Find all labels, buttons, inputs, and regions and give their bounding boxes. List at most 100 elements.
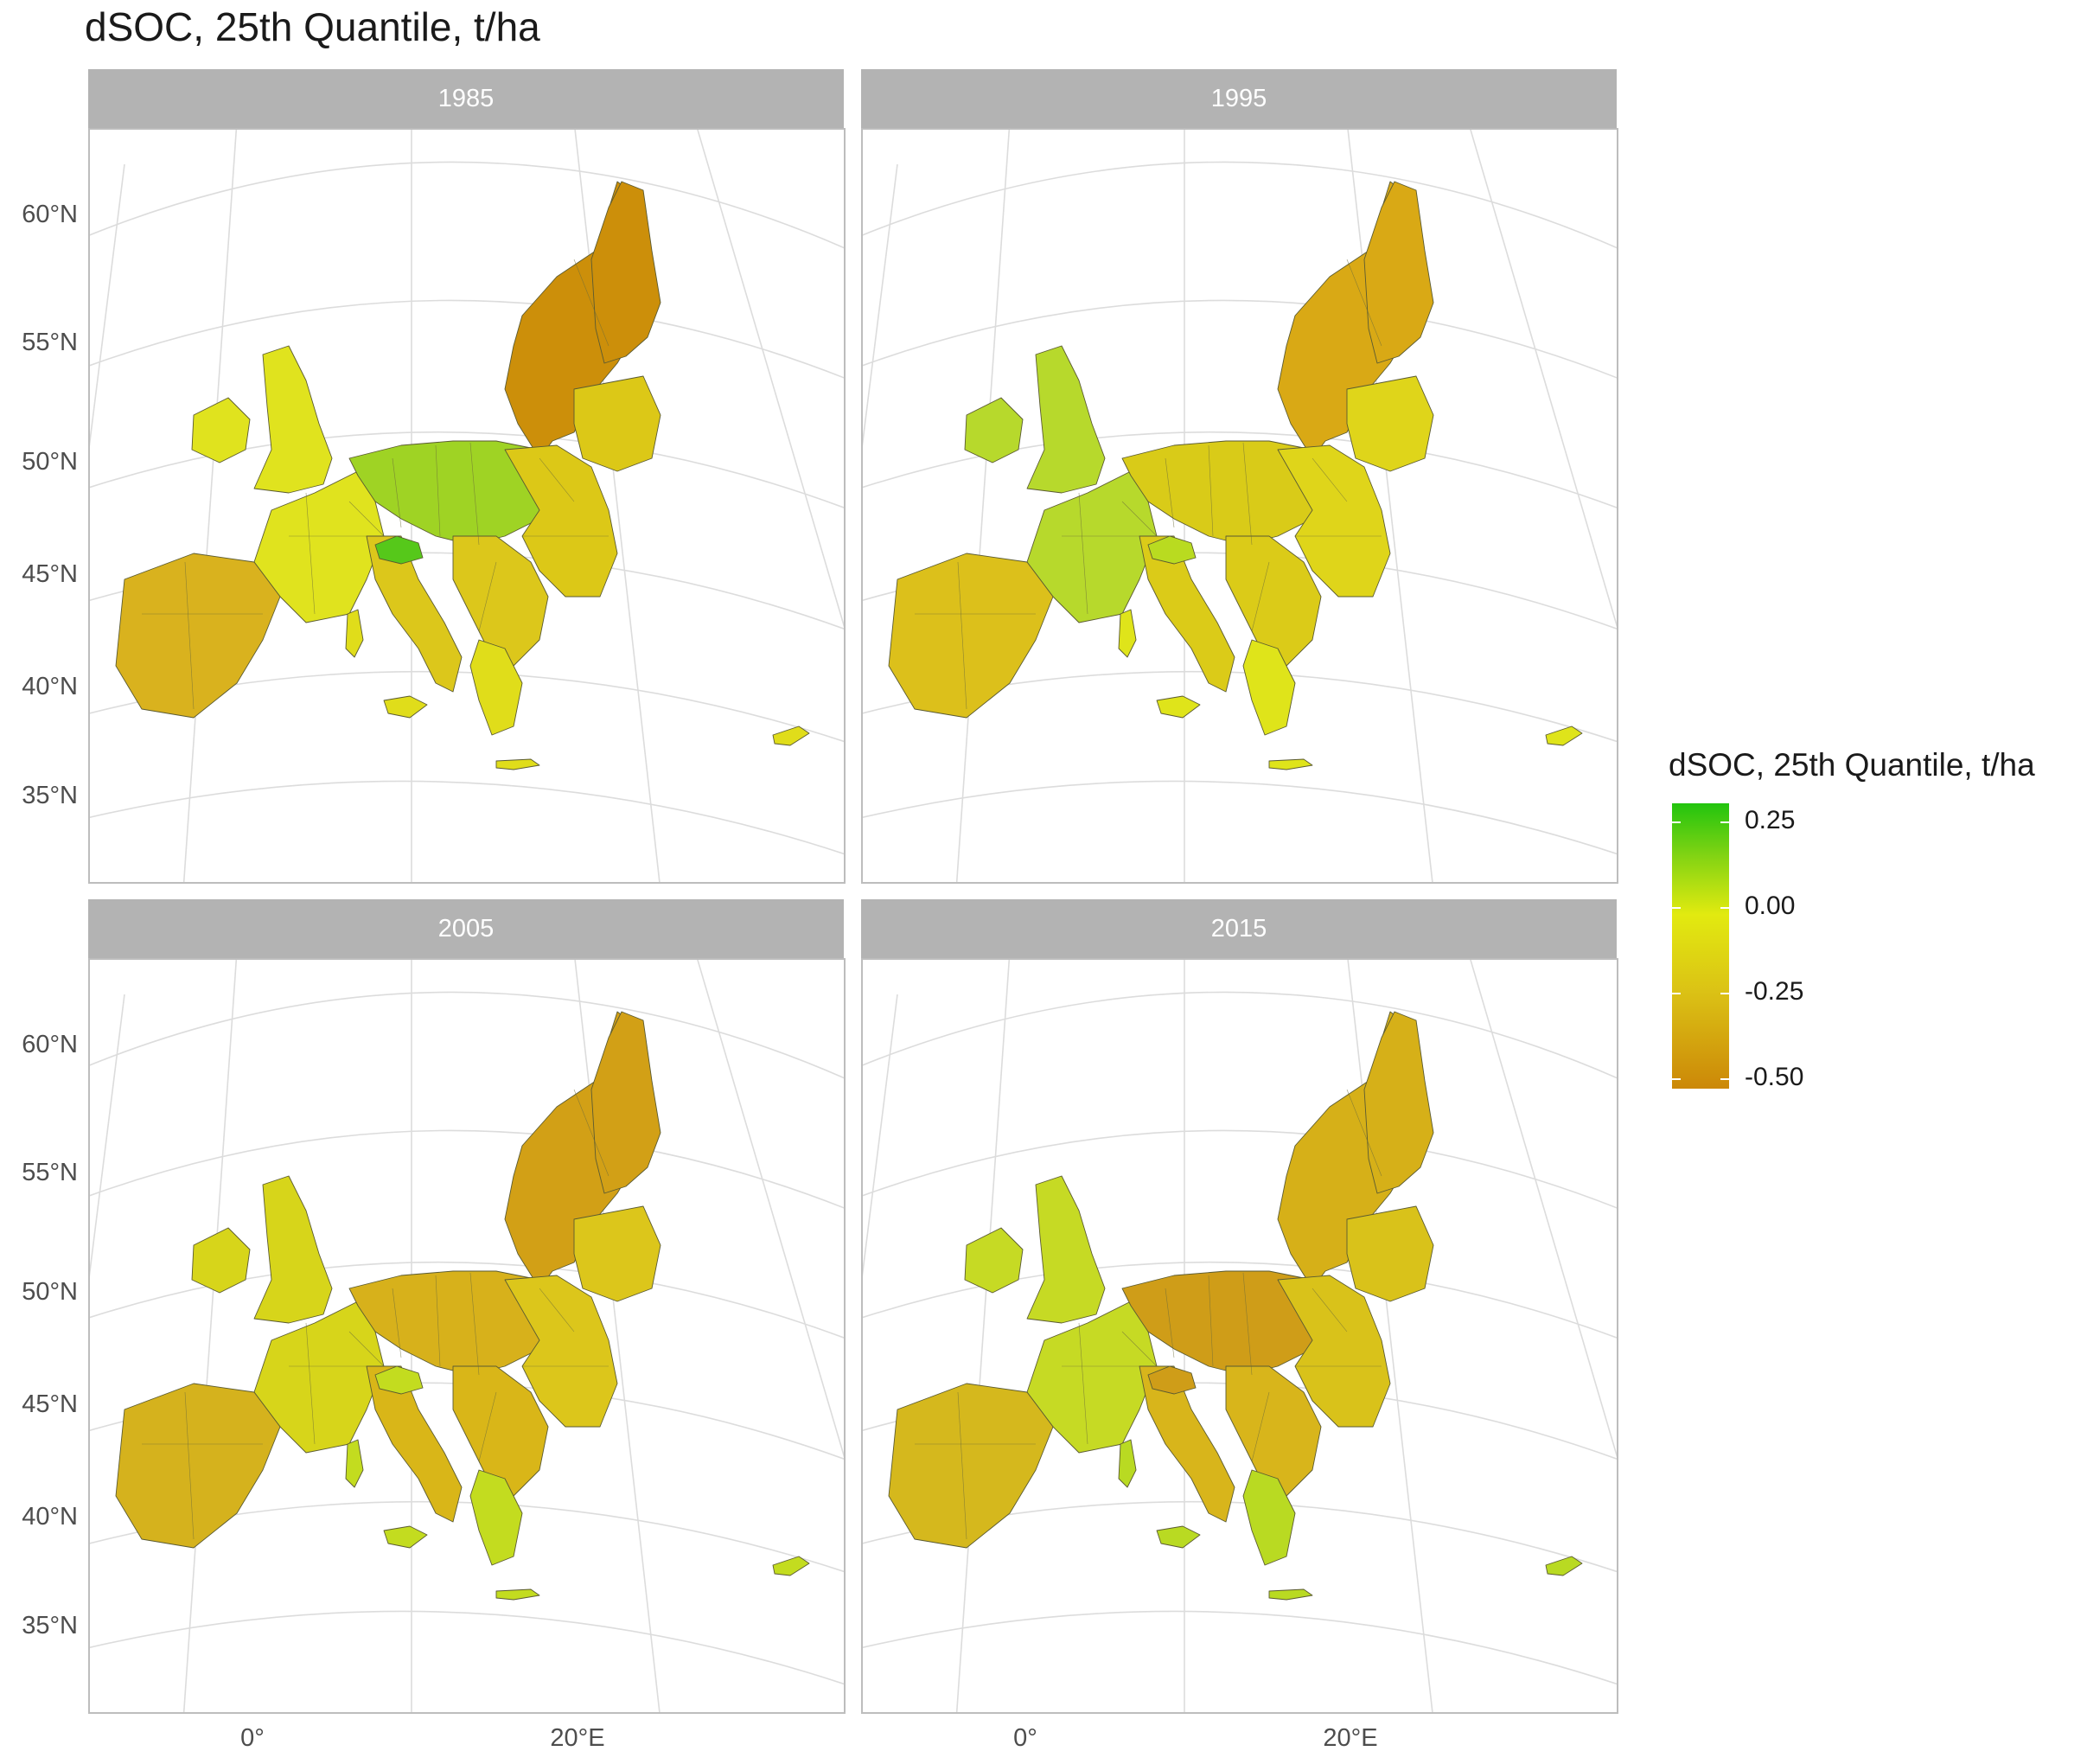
britain-region xyxy=(253,1175,333,1324)
graticule-line xyxy=(955,960,1011,1712)
alpine-hotspot-region xyxy=(1147,1365,1197,1395)
region-polygons xyxy=(888,181,1583,770)
finland-region xyxy=(1363,181,1434,364)
graticule-line xyxy=(90,1129,844,1209)
sardinia-island xyxy=(1118,1439,1137,1488)
region-boundary xyxy=(1242,1272,1253,1376)
graticule-line xyxy=(697,130,844,628)
legend-label-minus-0-25: -0.25 xyxy=(1745,977,1804,1006)
cyprus-island xyxy=(772,725,810,746)
legend-title: dSOC, 25th Quantile, t/ha xyxy=(1669,747,2035,783)
balkans-region xyxy=(452,535,549,667)
x-tick-0-left: 0° xyxy=(240,1724,265,1752)
y-tick-50n-bottom: 50°N xyxy=(22,1278,78,1306)
graticule-line xyxy=(863,1610,1617,1685)
region-boundary xyxy=(305,1322,316,1445)
graticule-line xyxy=(1470,960,1617,1458)
legend-label-0-00: 0.00 xyxy=(1745,892,1796,920)
map-area-1985 xyxy=(88,128,846,884)
region-boundary xyxy=(539,457,575,502)
alpine-hotspot-region xyxy=(374,1365,424,1395)
region-boundary xyxy=(435,444,441,537)
greece-region xyxy=(469,639,523,736)
iberia-region xyxy=(888,1383,1054,1549)
legend-colorbar xyxy=(1672,803,1729,1089)
region-boundary xyxy=(1242,442,1253,546)
greece-region xyxy=(469,1469,523,1566)
baltic-region xyxy=(573,1205,661,1302)
finland-region xyxy=(1363,1011,1434,1194)
legend-tick-left-3 xyxy=(1672,993,1681,994)
graticule-line xyxy=(90,163,125,447)
italy-region xyxy=(366,535,463,693)
region-boundary xyxy=(1121,501,1158,537)
region-boundary xyxy=(539,1288,575,1333)
graticule-line xyxy=(955,130,1011,882)
region-polygons xyxy=(888,1011,1583,1601)
panel-2015: 2015 xyxy=(861,899,1618,1728)
region-boundary xyxy=(1165,1288,1175,1358)
italy-region xyxy=(1139,1365,1235,1523)
region-polygons xyxy=(115,1011,810,1601)
facet-strip-1985: 1985 xyxy=(88,69,844,128)
france-benelux-region xyxy=(253,470,385,623)
sicily-island xyxy=(1156,695,1201,719)
graticule-line xyxy=(863,161,1617,249)
region-boundaries xyxy=(142,259,610,710)
graticule-line xyxy=(863,1261,1617,1339)
y-tick-50n-top: 50°N xyxy=(22,448,78,476)
graticule-line xyxy=(90,161,844,249)
map-area-2015 xyxy=(861,958,1618,1714)
crete-island xyxy=(1268,1588,1313,1601)
graticule-line xyxy=(863,1129,1617,1209)
graticule-line xyxy=(90,994,125,1277)
alpine-hotspot-region xyxy=(374,535,424,565)
facet-strip-1995: 1995 xyxy=(861,69,1617,128)
facet-strip-2015: 2015 xyxy=(861,899,1617,958)
y-tick-55n-top: 55°N xyxy=(22,329,78,356)
east-europe-region xyxy=(1277,1275,1391,1428)
graticule-line xyxy=(90,780,844,855)
y-tick-60n-bottom: 60°N xyxy=(22,1031,78,1058)
central-europe-region xyxy=(1121,1270,1322,1376)
region-boundary xyxy=(1251,561,1270,632)
legend-tick-right-2 xyxy=(1720,907,1729,909)
y-tick-45n-bottom: 45°N xyxy=(22,1390,78,1418)
x-tick-20e-right: 20°E xyxy=(1323,1724,1378,1752)
region-boundary xyxy=(573,1089,610,1177)
central-europe-region xyxy=(348,440,549,546)
legend-tick-right-3 xyxy=(1720,993,1729,994)
legend-tick-right-1 xyxy=(1720,821,1729,823)
region-boundary xyxy=(1346,259,1382,347)
panel-2005: 2005 xyxy=(88,899,846,1728)
ireland-region xyxy=(191,1227,251,1294)
graticule-line xyxy=(863,163,898,447)
alpine-hotspot-region xyxy=(1147,535,1197,565)
region-boundary xyxy=(348,501,385,537)
region-boundary xyxy=(1346,1089,1382,1177)
france-benelux-region xyxy=(1026,470,1158,623)
legend-label-0-25: 0.25 xyxy=(1745,806,1796,834)
panel-1995: 1995 xyxy=(861,69,1618,898)
graticule-line xyxy=(90,1610,844,1685)
region-boundary xyxy=(1078,492,1088,615)
region-boundary xyxy=(392,1288,402,1358)
central-europe-region xyxy=(1121,440,1322,546)
graticule-line xyxy=(1470,130,1617,628)
facet-strip-2005: 2005 xyxy=(88,899,844,958)
graticule-line xyxy=(1347,130,1433,882)
italy-region xyxy=(1139,535,1235,693)
legend-tick-left-4 xyxy=(1672,1078,1681,1080)
east-europe-region xyxy=(504,1275,618,1428)
crete-island xyxy=(1268,758,1313,770)
sicily-island xyxy=(383,695,428,719)
cyprus-island xyxy=(1545,725,1583,746)
y-tick-40n-bottom: 40°N xyxy=(22,1503,78,1531)
region-boundary xyxy=(1312,457,1348,502)
sardinia-island xyxy=(1118,609,1137,658)
iberia-region xyxy=(115,553,281,719)
y-tick-60n-top: 60°N xyxy=(22,201,78,228)
region-boundary xyxy=(469,442,480,546)
legend-tick-left-1 xyxy=(1672,821,1681,823)
sicily-island xyxy=(1156,1525,1201,1549)
